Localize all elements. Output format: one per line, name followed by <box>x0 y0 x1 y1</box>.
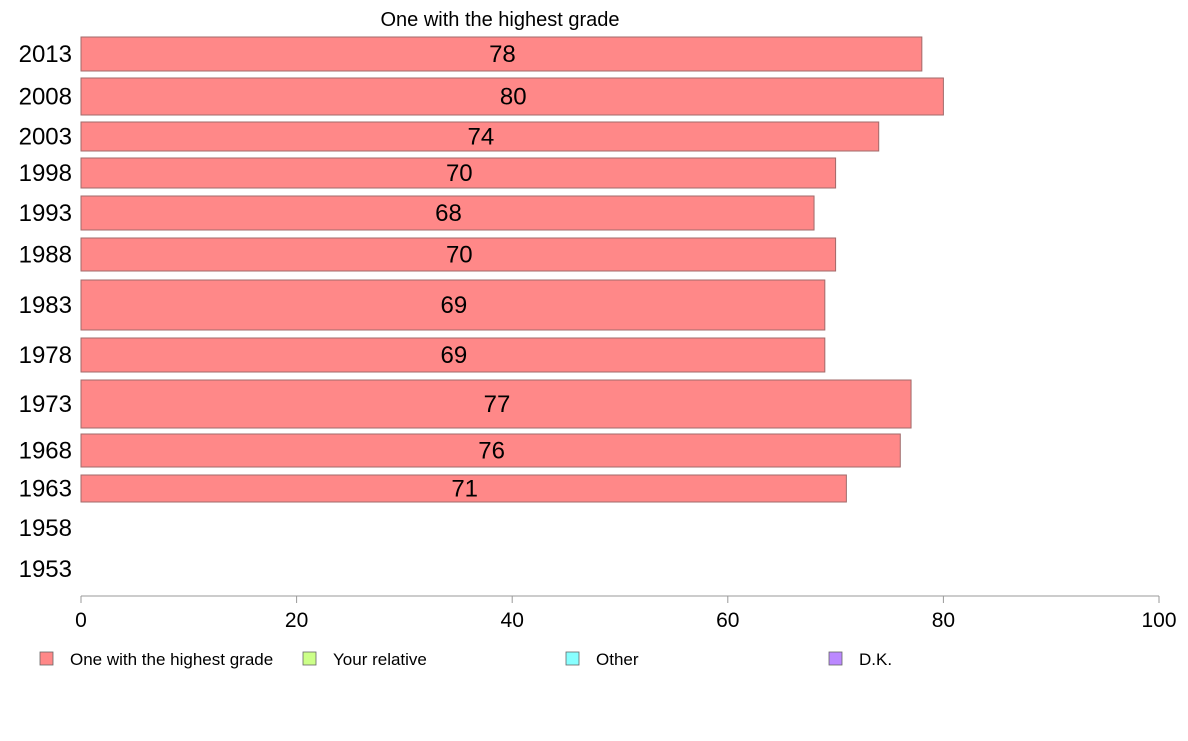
bar <box>80 157 837 189</box>
legend-label: Your relative <box>333 650 427 669</box>
bar <box>80 77 944 116</box>
x-tick-label: 100 <box>1141 609 1176 632</box>
y-tick-label: 2008 <box>19 84 72 111</box>
bar <box>80 237 837 272</box>
y-tick-label: 1963 <box>19 476 72 503</box>
bar-value-label: 77 <box>484 391 511 418</box>
bar <box>80 474 847 503</box>
y-axis-labels: 2013 2008 2003 1998 1993 1988 1983 1978 1973 1968… <box>19 41 72 583</box>
y-tick-label: 1973 <box>19 391 72 418</box>
y-tick-label: 1993 <box>19 200 72 227</box>
bar-value-label: 69 <box>441 292 468 319</box>
bar-value-label: 76 <box>478 438 505 465</box>
bar <box>80 121 880 152</box>
bar <box>80 379 912 429</box>
bar-value-label: 70 <box>446 242 473 269</box>
y-tick-label: 1978 <box>19 342 72 369</box>
bar-value-label: 69 <box>441 342 468 369</box>
x-tick-label: 60 <box>716 609 739 632</box>
y-tick-label: 1983 <box>19 292 72 319</box>
y-tick-label: 2013 <box>19 41 72 68</box>
x-tick-label: 20 <box>285 609 308 632</box>
x-tick-label: 80 <box>932 609 955 632</box>
bar-value-label: 80 <box>500 84 527 111</box>
legend-swatch <box>565 651 580 666</box>
bar-value-label: 71 <box>451 476 478 503</box>
x-axis: 0 20 40 60 80 100 <box>75 595 1177 632</box>
legend-label: Other <box>596 650 639 669</box>
y-tick-label: 1968 <box>19 438 72 465</box>
y-tick-label: 1953 <box>19 556 72 583</box>
bar-value-label: 74 <box>468 124 495 151</box>
legend-swatch <box>39 651 54 666</box>
y-tick-label: 2003 <box>19 124 72 151</box>
x-tick-label: 0 <box>75 609 87 632</box>
bar <box>80 195 815 231</box>
bar-value-label: 70 <box>446 160 473 187</box>
bar-value-label: 78 <box>489 41 516 68</box>
legend-label: D.K. <box>859 650 892 669</box>
bar <box>80 279 826 331</box>
legend-label: One with the highest grade <box>70 650 273 669</box>
bar <box>80 36 923 72</box>
chart-title: One with the highest grade <box>380 9 619 31</box>
y-tick-label: 1988 <box>19 242 72 269</box>
legend: One with the highest grade Your relative O… <box>39 650 892 669</box>
legend-swatch <box>302 651 317 666</box>
y-tick-label: 1958 <box>19 515 72 542</box>
bar <box>80 433 901 468</box>
y-tick-label: 1998 <box>19 160 72 187</box>
bar <box>80 337 826 373</box>
bar-value-label: 68 <box>435 200 462 227</box>
legend-swatch <box>828 651 843 666</box>
x-tick-label: 40 <box>501 609 524 632</box>
